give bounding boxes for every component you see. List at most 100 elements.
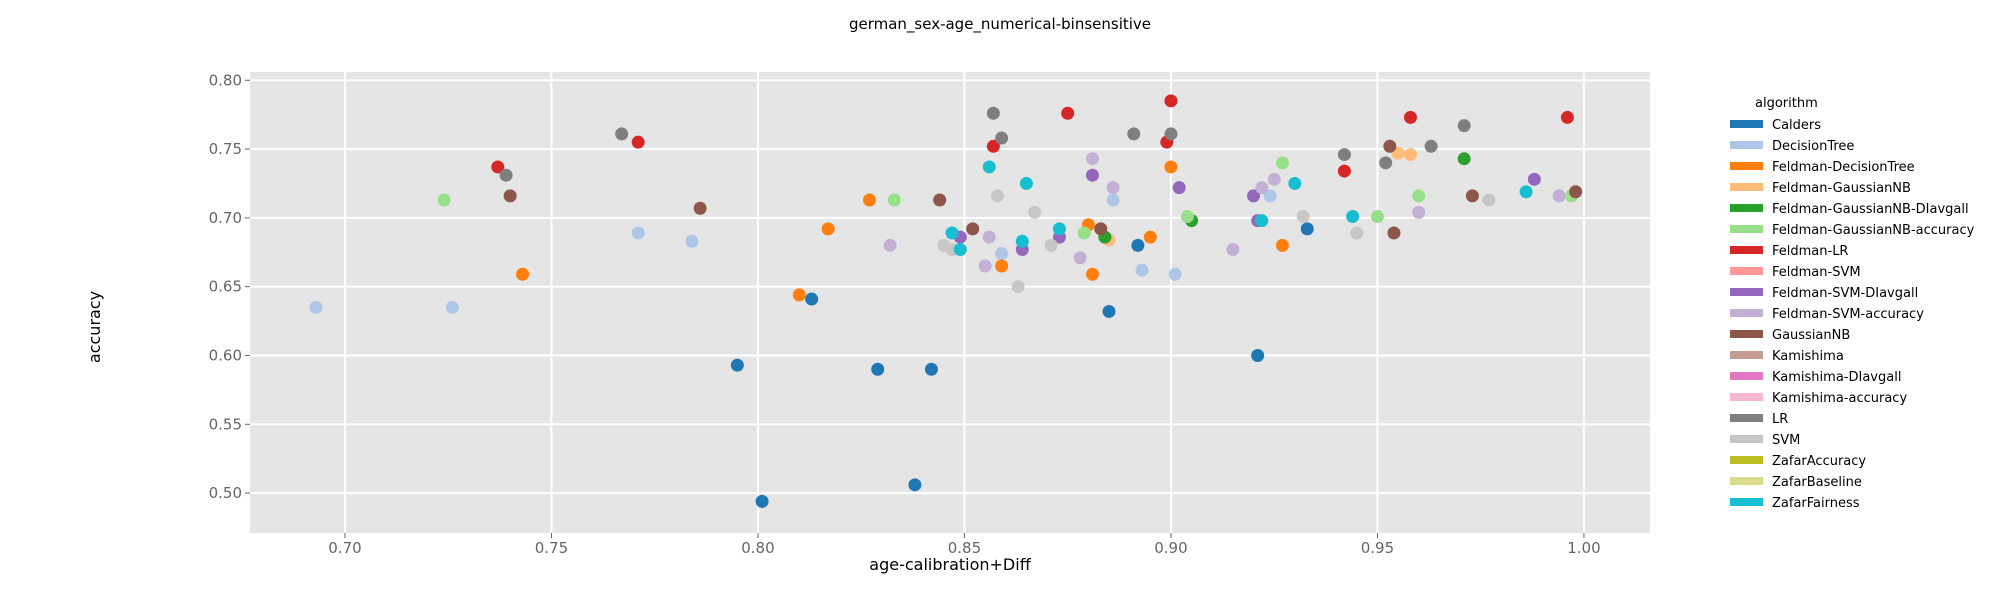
x-tick-label: 0.95 [1361, 539, 1394, 557]
legend-swatch [1730, 141, 1763, 149]
legend-swatch [1730, 330, 1763, 338]
data-point-svm [1044, 238, 1058, 252]
data-point-svm [1350, 226, 1364, 240]
data-point-feldman-decisiontree [821, 222, 835, 236]
legend-label: SVM [1772, 433, 1800, 448]
data-point-svm [1296, 209, 1310, 223]
legend-swatch [1730, 267, 1763, 275]
y-tick-label: 0.65 [209, 278, 242, 296]
data-point-feldman-svm-accuracy [1255, 181, 1269, 195]
plot-area [250, 72, 1650, 533]
axis-ticks: 0.70 0.75 0.80 0.85 0.90 0.95 1.00 0.50 0.55 0.60… [209, 71, 1601, 557]
data-point-gaussiannb [1465, 189, 1479, 203]
legend-swatch [1730, 204, 1763, 212]
data-point-feldman-svm-accuracy [1085, 152, 1099, 166]
data-point-feldman-lr [1560, 110, 1574, 124]
data-point-lr [986, 106, 1000, 120]
data-point-feldman-lr [491, 160, 505, 174]
data-point-calders [924, 362, 938, 376]
data-point-zafarfairness [1015, 234, 1029, 248]
data-point-feldman-gaussiannb-accuracy [1275, 156, 1289, 170]
data-point-feldman-svm-diavgall [1247, 189, 1261, 203]
data-point-lr [1164, 127, 1178, 141]
data-point-feldman-lr [631, 135, 645, 149]
data-point-feldman-lr [986, 139, 1000, 153]
data-point-feldman-decisiontree [995, 259, 1009, 273]
legend-swatch [1730, 393, 1763, 401]
data-point-gaussiannb [503, 189, 517, 203]
data-point-gaussiannb [1387, 226, 1401, 240]
data-point-calders [908, 478, 922, 492]
legend-label: Kamishima [1772, 349, 1844, 364]
y-tick-label: 0.60 [209, 346, 242, 364]
data-point-zafarfairness [945, 226, 959, 240]
data-point-calders [1251, 348, 1265, 362]
data-point-calders [871, 362, 885, 376]
legend-swatch [1730, 162, 1763, 170]
legend-swatch [1730, 120, 1763, 128]
data-point-feldman-lr [1403, 110, 1417, 124]
data-point-decisiontree [309, 300, 323, 314]
data-point-zafarfairness [1019, 176, 1033, 190]
data-point-decisiontree [685, 234, 699, 248]
data-point-feldman-svm-accuracy [982, 230, 996, 244]
data-point-calders [755, 494, 769, 508]
data-point-decisiontree [1106, 193, 1120, 207]
data-point-zafarfairness [1519, 185, 1533, 199]
legend-swatch [1730, 309, 1763, 317]
data-point-feldman-decisiontree [516, 267, 530, 281]
x-axis-label: age-calibration+Diff [869, 555, 1031, 574]
data-point-gaussiannb [693, 201, 707, 215]
legend-label: Feldman-GaussianNB [1772, 181, 1911, 196]
data-point-feldman-svm-accuracy [1552, 189, 1566, 203]
data-point-gaussiannb [1383, 139, 1397, 153]
legend-label: ZafarAccuracy [1772, 454, 1866, 469]
legend-label: GaussianNB [1772, 328, 1850, 343]
data-point-feldman-svm-accuracy [1267, 172, 1281, 186]
data-point-feldman-svm-accuracy [1226, 243, 1240, 257]
data-point-feldman-gaussiannb-diavgall [1457, 152, 1471, 166]
data-point-feldman-gaussiannb-accuracy [1180, 209, 1194, 223]
data-point-calders [805, 292, 819, 306]
data-point-svm [1011, 280, 1025, 294]
data-point-gaussiannb [1094, 222, 1108, 236]
data-point-gaussiannb [966, 222, 980, 236]
data-point-feldman-decisiontree [1085, 267, 1099, 281]
legend-swatch [1730, 351, 1763, 359]
legend-swatch [1730, 372, 1763, 380]
data-point-feldman-decisiontree [1275, 238, 1289, 252]
legend-swatch [1730, 456, 1763, 464]
data-point-calders [730, 358, 744, 372]
data-point-feldman-svm-accuracy [1073, 251, 1087, 265]
data-point-zafarfairness [1255, 214, 1269, 228]
x-tick-label: 0.80 [741, 539, 774, 557]
data-point-zafarfairness [982, 160, 996, 174]
y-tick-label: 0.50 [209, 484, 242, 502]
grid-lines [250, 72, 1650, 533]
data-point-svm [1482, 193, 1496, 207]
data-point-feldman-lr [1337, 164, 1351, 178]
data-point-decisiontree [995, 247, 1009, 261]
data-point-feldman-svm-accuracy [1412, 205, 1426, 219]
data-point-feldman-lr [1164, 94, 1178, 108]
legend-label: Calders [1772, 118, 1821, 133]
data-point-gaussiannb [933, 193, 947, 207]
x-tick-label: 1.00 [1567, 539, 1600, 557]
legend-label: Feldman-GaussianNB-DIavgall [1772, 202, 1969, 217]
data-point-svm [1028, 205, 1042, 219]
data-point-feldman-gaussiannb-accuracy [437, 193, 451, 207]
legend-label: ZafarBaseline [1772, 475, 1862, 490]
data-point-feldman-gaussiannb-accuracy [1412, 189, 1426, 203]
data-point-zafarfairness [1346, 209, 1360, 223]
data-point-decisiontree [631, 226, 645, 240]
data-point-calders [1131, 238, 1145, 252]
legend-label: DecisionTree [1772, 139, 1854, 154]
x-tick-label: 0.90 [1154, 539, 1187, 557]
data-point-lr [1457, 119, 1471, 133]
data-point-feldman-lr [1061, 106, 1075, 120]
legend-swatch [1730, 225, 1763, 233]
data-point-decisiontree [1168, 267, 1182, 281]
legend-label: Feldman-LR [1772, 244, 1848, 259]
data-point-feldman-svm-accuracy [883, 238, 897, 252]
legend-swatch [1730, 435, 1763, 443]
